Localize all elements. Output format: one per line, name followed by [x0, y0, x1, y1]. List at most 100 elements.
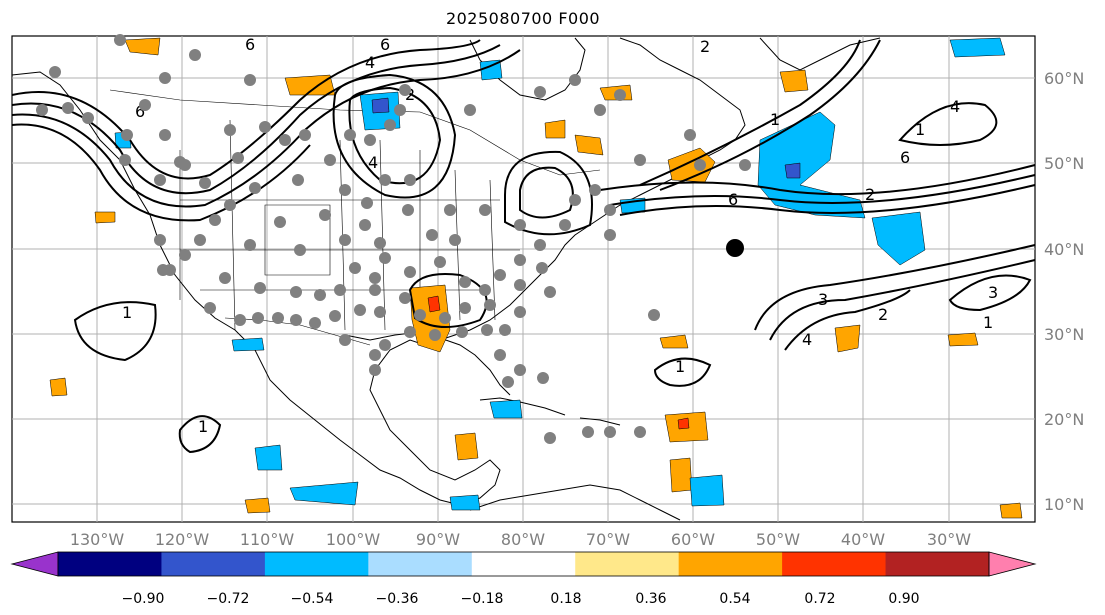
gulf-coast [344, 331, 511, 396]
observation-dot [582, 426, 594, 438]
observation-dot [514, 364, 526, 376]
positive-anomaly-area [669, 457, 693, 493]
observation-dot [439, 312, 451, 324]
observation-dot [484, 299, 496, 311]
observation-dot [279, 134, 291, 146]
negative-anomaly-area [949, 37, 1006, 58]
positive-anomaly-area [244, 497, 271, 514]
negative-anomaly-area [689, 474, 725, 507]
contour-line [948, 274, 1032, 312]
colorbar-segment [161, 552, 266, 576]
lon-tick-label: 90°W [416, 530, 460, 549]
contour-label-group: 6 4 6 2 6 4 2 1 6 4 6 2 1 3 2 1 3 4 1 1 … [122, 35, 998, 436]
observation-dot [159, 72, 171, 84]
observation-dot [209, 214, 221, 226]
map-title: 2025080700 F000 [445, 9, 601, 28]
colorbar-tick-label: −0.54 [291, 591, 334, 607]
observation-dot [354, 304, 366, 316]
lon-tick-label: 70°W [586, 530, 630, 549]
contour-label: 6 [728, 190, 738, 209]
observation-dot [329, 310, 341, 322]
observation-dot [429, 329, 441, 341]
greenland-coast [759, 37, 881, 71]
observation-dot [244, 74, 256, 86]
observation-dot [514, 219, 526, 231]
contour-label: 4 [365, 53, 375, 72]
contour-label: 3 [818, 290, 828, 309]
observation-dot [349, 262, 361, 274]
observation-dot [379, 252, 391, 264]
observation-dot [502, 376, 514, 388]
colorbar-segment [885, 552, 990, 576]
observation-dot [232, 152, 244, 164]
lat-tick-label: 60°N [1044, 69, 1084, 88]
observation-dot [534, 86, 546, 98]
observation-dot [36, 104, 48, 116]
observation-dot [379, 174, 391, 186]
observation-dot [361, 197, 373, 209]
contour-label: 4 [950, 97, 960, 116]
observation-dot [404, 174, 416, 186]
observation-dot [479, 204, 491, 216]
positive-anomaly-area [659, 334, 689, 349]
positive-anomaly-area [779, 69, 809, 93]
observation-dot [339, 234, 351, 246]
contour-line [784, 289, 911, 351]
observation-dot [514, 306, 526, 318]
lat-tick-label: 40°N [1044, 240, 1084, 259]
observation-dot [62, 102, 74, 114]
colorbar-segment [471, 552, 576, 576]
observation-dot [224, 124, 236, 136]
observation-dot [334, 284, 346, 296]
strong-positive-anomaly-area [677, 417, 690, 430]
observation-dot [114, 34, 126, 46]
observation-dot [494, 349, 506, 361]
negative-anomaly-area [289, 481, 359, 506]
observation-dot [259, 121, 271, 133]
observation-dot [426, 229, 438, 241]
colorbar-left-arrow [10, 551, 59, 577]
observation-dot [544, 432, 556, 444]
observation-dot [456, 326, 468, 338]
observation-dots [36, 34, 751, 444]
negative-anomaly-area [231, 337, 265, 352]
colorbar-tick-labels: −0.90 −0.72 −0.54 −0.36 −0.18 0.18 0.36 … [122, 591, 920, 607]
observation-dot [464, 104, 476, 116]
observation-dot [514, 279, 526, 291]
observation-dot [274, 216, 286, 228]
contour-label: 6 [135, 102, 145, 121]
contour-line [769, 259, 1036, 341]
observation-dot [569, 194, 581, 206]
contour-line [609, 174, 1036, 206]
colorbar-tick-label: 0.18 [550, 591, 581, 607]
longitude-axis: 130°W 120°W 110°W 100°W 90°W 80°W 70°W 6… [70, 530, 971, 549]
colorbar-tick-label: 0.90 [888, 591, 919, 607]
lon-tick-label: 110°W [240, 530, 295, 549]
contour-line [11, 49, 521, 208]
observation-dot [399, 292, 411, 304]
observation-dot [739, 159, 751, 171]
contour-line [653, 357, 712, 387]
observation-dot [384, 119, 396, 131]
lon-tick-label: 100°W [326, 530, 381, 549]
observation-dot [604, 204, 616, 216]
contour-line [11, 44, 501, 195]
positive-anomaly-area [544, 119, 566, 139]
observation-dot [224, 199, 236, 211]
strong-positive-anomaly-area [427, 295, 441, 313]
observation-dot [154, 174, 166, 186]
lon-tick-label: 120°W [155, 530, 210, 549]
observation-dot [189, 49, 201, 61]
observation-dot [204, 302, 216, 314]
contour-line [898, 102, 998, 146]
observation-dot [319, 209, 331, 221]
colorbar-tick-label: 0.54 [719, 591, 750, 607]
us-canada-border [109, 89, 601, 176]
observation-dot [569, 74, 581, 86]
observation-dot [544, 286, 556, 298]
observation-dot [459, 276, 471, 288]
observation-dot [394, 104, 406, 116]
contour-line [178, 415, 222, 454]
lon-tick-label: 40°W [841, 530, 885, 549]
observation-dot [589, 184, 601, 196]
